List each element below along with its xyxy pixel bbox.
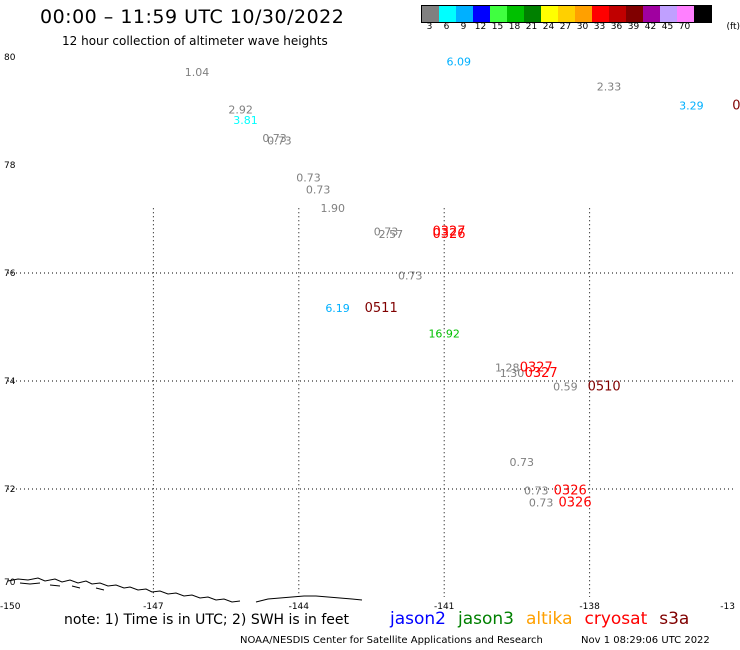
axis-ticks: -150 -147 -144 -141 -138 -13 80 78 76 74 72 70 bbox=[0, 53, 735, 612]
colorbar-swatch bbox=[558, 6, 575, 22]
y-tick-label: 72 bbox=[4, 485, 15, 495]
colorbar-swatch bbox=[422, 6, 439, 22]
y-tick-label: 76 bbox=[4, 269, 16, 279]
wave-height-label: 16.92 bbox=[428, 327, 460, 340]
track-id-label: 0327 bbox=[432, 224, 465, 239]
wave-height-label: 0.73 bbox=[306, 183, 331, 196]
track-id-label: 033 bbox=[732, 99, 740, 114]
wave-height-label: 0.59 bbox=[553, 380, 578, 393]
colorbar-swatch bbox=[677, 6, 694, 22]
track-id-label: 0326 bbox=[432, 227, 465, 242]
y-tick-label: 78 bbox=[4, 161, 16, 171]
legend-item-jason2: jason2 bbox=[390, 609, 446, 629]
legend-item-altika: altika bbox=[526, 609, 573, 629]
colorbar-swatch bbox=[439, 6, 456, 22]
wave-height-label: 3.81 bbox=[233, 114, 258, 127]
legend-item-s3a: s3a bbox=[659, 609, 690, 629]
colorbar-swatch bbox=[490, 6, 507, 22]
wave-height-label: 0.73 bbox=[267, 135, 292, 148]
track-id-label: 0327 bbox=[525, 366, 558, 381]
colorbar-label: 39 bbox=[627, 22, 640, 32]
wave-height-label: 2.92 bbox=[228, 103, 253, 116]
colorbar-swatch bbox=[507, 6, 524, 22]
colorbar-swatch bbox=[473, 6, 490, 22]
x-tick-label: -147 bbox=[143, 602, 163, 612]
wave-height-label: 1.30 bbox=[500, 367, 525, 380]
y-tick-label: 80 bbox=[4, 53, 16, 63]
coastline bbox=[7, 577, 363, 603]
footer-credit: NOAA/NESDIS Center for Satellite Applica… bbox=[240, 635, 543, 646]
coastline-alaska bbox=[7, 577, 241, 603]
x-tick-label: -150 bbox=[0, 602, 21, 612]
footer-note: note: 1) Time is in UTC; 2) SWH is in fe… bbox=[64, 612, 350, 628]
colorbar-label: 6 bbox=[443, 22, 450, 32]
footer-timestamp: Nov 1 08:29:06 UTC 2022 bbox=[581, 635, 710, 646]
track-id-label: 0326 bbox=[554, 484, 587, 499]
wave-height-label: 6.19 bbox=[325, 302, 350, 315]
y-tick-label: 74 bbox=[4, 377, 16, 387]
track-id-label: 0327 bbox=[520, 361, 553, 376]
track-id-label: 0511 bbox=[365, 301, 398, 316]
x-tick-label: -13 bbox=[720, 602, 735, 612]
chart-subtitle: 12 hour collection of altimeter wave hei… bbox=[62, 34, 328, 48]
colorbar-label: 24 bbox=[542, 22, 555, 32]
colorbar-label: 18 bbox=[508, 22, 521, 32]
wave-height-label: 6.09 bbox=[446, 55, 471, 68]
wave-height-label: 0.73 bbox=[262, 132, 287, 145]
colorbar-label: 70 bbox=[678, 22, 691, 32]
colorbar-swatch bbox=[643, 6, 660, 22]
track-id-label: 0510 bbox=[588, 379, 621, 394]
colorbar-label: 45 bbox=[661, 22, 674, 32]
colorbar-swatch bbox=[626, 6, 643, 22]
colorbar-swatch bbox=[609, 6, 626, 22]
colorbar-unit-label: (ft) bbox=[726, 22, 740, 32]
legend-item-cryosat: cryosat bbox=[584, 609, 648, 629]
colorbar-swatch bbox=[456, 6, 473, 22]
x-tick-label: -138 bbox=[579, 602, 600, 612]
wave-height-label: 0.73 bbox=[374, 225, 399, 238]
wave-height-label: 3.29 bbox=[679, 100, 704, 113]
wave-height-label: 0.73 bbox=[529, 497, 554, 510]
colorbar-label: 9 bbox=[460, 22, 467, 32]
wave-height-label: 2.57 bbox=[379, 228, 404, 241]
colorbar-swatch bbox=[592, 6, 609, 22]
legend-item-jason3: jason3 bbox=[458, 609, 514, 629]
colorbar-label: 21 bbox=[525, 22, 538, 32]
colorbar-swatch bbox=[524, 6, 541, 22]
coastline-segment-3 bbox=[255, 595, 363, 603]
colorbar-swatch bbox=[660, 6, 677, 22]
wave-height-labels: 1.046.092.333.290332.923.810.730.730.730… bbox=[185, 55, 740, 510]
colorbar-swatch bbox=[541, 6, 558, 22]
y-tick-label: 70 bbox=[4, 578, 16, 588]
colorbar-label: 30 bbox=[576, 22, 589, 32]
x-tick-label: -144 bbox=[289, 602, 310, 612]
grid bbox=[8, 208, 735, 597]
coastline-segment-2 bbox=[19, 582, 105, 591]
wave-height-label: 0.73 bbox=[398, 270, 423, 283]
wave-height-label: 0.73 bbox=[296, 171, 321, 184]
wave-height-label: 1.90 bbox=[320, 202, 345, 215]
colorbar-swatch bbox=[694, 6, 711, 22]
colorbar-label: 15 bbox=[491, 22, 504, 32]
chart-title: 00:00 – 11:59 UTC 10/30/2022 bbox=[40, 6, 345, 28]
colorbar-label: 12 bbox=[474, 22, 487, 32]
wave-height-label: 0.73 bbox=[524, 485, 549, 498]
colorbar-label: 3 bbox=[426, 22, 433, 32]
colorbar-label: 27 bbox=[559, 22, 572, 32]
wave-height-label: 1.28 bbox=[495, 362, 520, 375]
wave-height-label: 1.04 bbox=[185, 66, 210, 79]
wave-height-label: 2.33 bbox=[597, 81, 622, 94]
colorbar-swatch bbox=[575, 6, 592, 22]
satellite-legend: jason2 jason3 altika cryosat s3a bbox=[390, 609, 701, 629]
wave-height-label: 0.73 bbox=[509, 456, 534, 469]
colorbar-label: 33 bbox=[593, 22, 606, 32]
colorbar bbox=[421, 5, 712, 23]
track-id-label: 0326 bbox=[559, 496, 592, 511]
colorbar-label: 36 bbox=[610, 22, 623, 32]
x-tick-label: -141 bbox=[434, 602, 454, 612]
colorbar-label: 42 bbox=[644, 22, 657, 32]
